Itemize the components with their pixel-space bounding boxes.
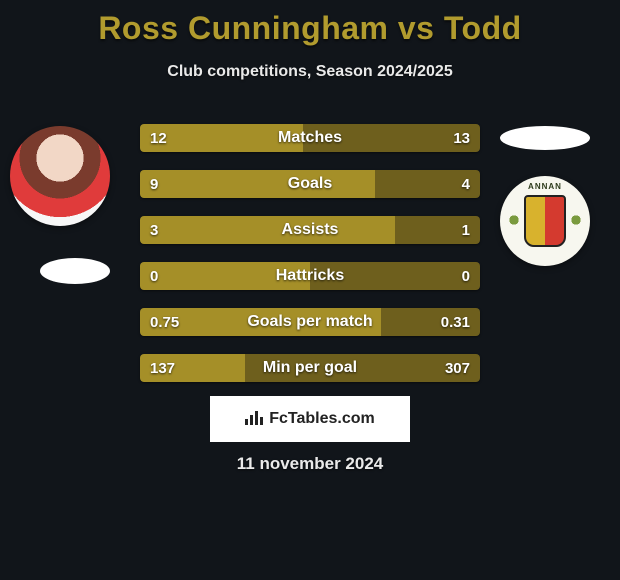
bar-segment-left — [140, 216, 395, 244]
bar-value-right: 0 — [462, 262, 470, 290]
stat-bar: Goals per match0.750.31 — [140, 308, 480, 336]
player-left-avatar — [10, 126, 110, 226]
bar-value-left: 0 — [150, 262, 158, 290]
chart-icon — [245, 409, 263, 430]
crest-shield — [524, 195, 566, 247]
bar-value-right: 4 — [462, 170, 470, 198]
player-left-club-oval — [40, 258, 110, 284]
crest-top-text: ANNAN — [500, 182, 590, 191]
bar-value-left: 0.75 — [150, 308, 179, 336]
page-title: Ross Cunningham vs Todd — [0, 0, 620, 47]
stat-bar: Hattricks00 — [140, 262, 480, 290]
bar-value-right: 0.31 — [441, 308, 470, 336]
player-right-oval — [500, 126, 590, 150]
comparison-bars: Matches1213Goals94Assists31Hattricks00Go… — [140, 124, 480, 400]
stat-bar: Min per goal137307 — [140, 354, 480, 382]
bar-value-left: 137 — [150, 354, 175, 382]
stat-bar: Assists31 — [140, 216, 480, 244]
bar-value-right: 307 — [445, 354, 470, 382]
bar-segment-right — [310, 262, 480, 290]
subtitle: Club competitions, Season 2024/2025 — [0, 63, 620, 81]
player-right-club-crest: ANNAN — [500, 176, 590, 266]
bar-value-left: 9 — [150, 170, 158, 198]
stat-bar: Matches1213 — [140, 124, 480, 152]
bar-value-right: 1 — [462, 216, 470, 244]
bar-segment-left — [140, 262, 310, 290]
stat-bar: Goals94 — [140, 170, 480, 198]
attribution-text: FcTables.com — [269, 410, 375, 428]
bar-value-left: 3 — [150, 216, 158, 244]
attribution-badge: FcTables.com — [210, 396, 410, 442]
bar-segment-left — [140, 170, 375, 198]
comparison-infographic: Ross Cunningham vs Todd Club competition… — [0, 0, 620, 580]
date-line: 11 november 2024 — [0, 454, 620, 474]
bar-value-left: 12 — [150, 124, 167, 152]
bar-value-right: 13 — [453, 124, 470, 152]
